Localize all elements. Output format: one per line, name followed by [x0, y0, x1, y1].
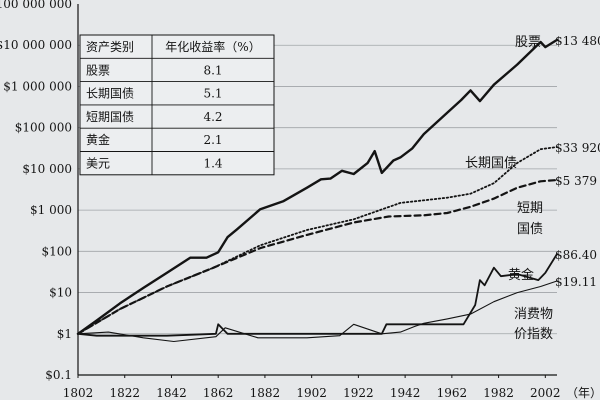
x-tick-label: 1942: [390, 386, 421, 400]
table-cell-asset: 美元: [86, 157, 110, 171]
y-tick-label: $0.1: [45, 368, 72, 382]
table-cell-return: 5.1: [203, 87, 222, 101]
series-name-label: 消费物: [514, 307, 553, 322]
series-name-label: 价指数: [514, 327, 553, 342]
series-lines: [76, 38, 559, 343]
y-tick-label: $1 000 000: [3, 79, 72, 93]
series-name-label: 国债: [517, 222, 543, 237]
series-end-label: $86.40: [555, 248, 597, 262]
x-axis-unit: （年）: [566, 386, 600, 400]
series-name-label: 短期: [517, 201, 543, 216]
table-cell-asset: 短期国债: [86, 110, 134, 124]
series-end-label: $13 480 000: [555, 34, 600, 48]
x-tick-label: 1802: [63, 386, 94, 400]
x-tick-label: 1822: [109, 386, 140, 400]
x-tick-label: 1842: [156, 386, 187, 400]
table-header-cell: 资产类别: [86, 40, 134, 54]
x-tick-label: 1922: [343, 386, 374, 400]
x-tick-label: 1862: [203, 386, 234, 400]
y-tick-label: $10 000: [22, 162, 72, 176]
x-tick-label: 1982: [483, 386, 514, 400]
series-end-label: $33 920: [555, 141, 600, 155]
series-name-label: 股票: [515, 35, 541, 50]
table-cell-asset: 股票: [86, 63, 110, 77]
series-line-3: [77, 253, 558, 337]
table-cell-asset: 黄金: [86, 132, 110, 147]
x-tick-label: 2002: [530, 386, 561, 400]
table-cell-return: 2.1: [203, 133, 222, 147]
table-cell-return: 8.1: [203, 63, 222, 77]
y-tick-label: $1 000: [30, 203, 72, 217]
table-cell-return: 1.4: [203, 157, 222, 171]
y-tick-label: $10 000 000: [0, 38, 72, 52]
series-line-4: [77, 280, 558, 343]
series-name-label: 黄金: [508, 267, 534, 283]
y-tick-label: $10: [49, 286, 72, 300]
y-tick-label: $1: [57, 327, 72, 341]
series-line-2: [76, 178, 559, 335]
x-tick-label: 1902: [296, 386, 327, 400]
x-tick-label: 1962: [437, 386, 468, 400]
returns-table: 资产类别 年化收益率（%） 股票 8.1 长期国债 5.1 短期国债 4.2 黄金 2.1 美元 1.…: [79, 34, 275, 176]
y-tick-label: $100: [41, 244, 72, 258]
series-line-0: [76, 38, 559, 335]
series-name-label: 长期国债: [465, 156, 517, 171]
x-tick-label: 1882: [250, 386, 281, 400]
series-end-label: $19.11: [555, 275, 597, 289]
table-header-cell: 年化收益率（%）: [165, 39, 260, 54]
y-tick-label: $100 000 000: [0, 0, 72, 11]
series-labels: $13 480 000 股票 $33 920 长期国债 $5 379 短期国债 $86.40…: [465, 34, 600, 342]
series-end-label: $5 379: [555, 174, 597, 188]
table-cell-return: 4.2: [203, 110, 222, 124]
table-cell-asset: 长期国债: [86, 87, 134, 101]
y-tick-label: $100 000: [15, 121, 72, 135]
